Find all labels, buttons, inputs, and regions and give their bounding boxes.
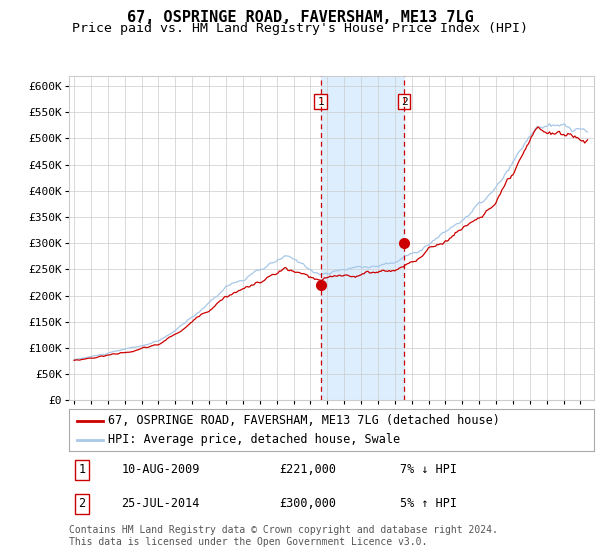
- Text: Contains HM Land Registry data © Crown copyright and database right 2024.
This d: Contains HM Land Registry data © Crown c…: [69, 525, 498, 547]
- Text: Price paid vs. HM Land Registry's House Price Index (HPI): Price paid vs. HM Land Registry's House …: [72, 22, 528, 35]
- Text: 67, OSPRINGE ROAD, FAVERSHAM, ME13 7LG (detached house): 67, OSPRINGE ROAD, FAVERSHAM, ME13 7LG (…: [109, 414, 500, 427]
- Text: 25-JUL-2014: 25-JUL-2014: [121, 497, 200, 510]
- Text: 67, OSPRINGE ROAD, FAVERSHAM, ME13 7LG: 67, OSPRINGE ROAD, FAVERSHAM, ME13 7LG: [127, 10, 473, 25]
- Text: 7% ↓ HPI: 7% ↓ HPI: [400, 463, 457, 476]
- Text: HPI: Average price, detached house, Swale: HPI: Average price, detached house, Swal…: [109, 433, 401, 446]
- Text: 1: 1: [79, 463, 86, 476]
- Text: £300,000: £300,000: [279, 497, 336, 510]
- Text: 5% ↑ HPI: 5% ↑ HPI: [400, 497, 457, 510]
- Text: 2: 2: [79, 497, 86, 510]
- Text: 2: 2: [401, 96, 407, 106]
- Text: 10-AUG-2009: 10-AUG-2009: [121, 463, 200, 476]
- Text: 1: 1: [317, 96, 324, 106]
- Text: £221,000: £221,000: [279, 463, 336, 476]
- Bar: [320, 76, 404, 400]
